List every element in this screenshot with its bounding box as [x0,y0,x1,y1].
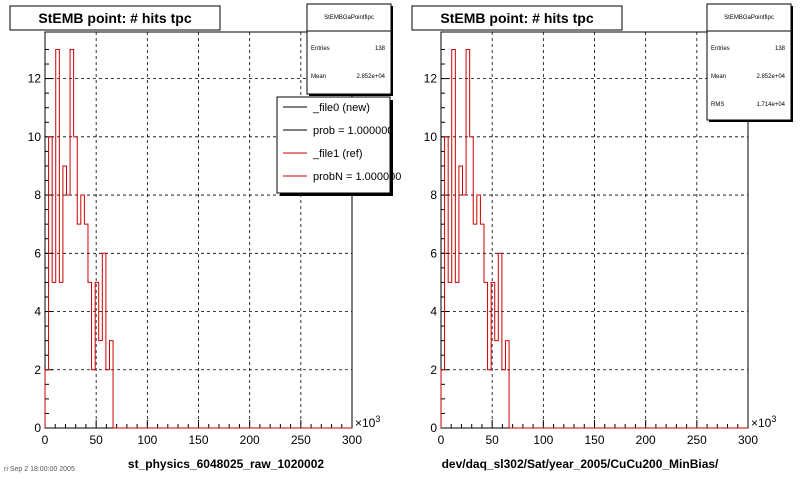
x-tick-label: 0 [42,433,49,447]
stats-label: RMS [711,102,724,108]
x-axis-label: st_physics_6048025_raw_1020002 [128,457,324,471]
stats-box [706,3,792,121]
x-tick-label: 250 [291,433,311,447]
y-tick-label: 2 [430,363,437,377]
x-tick-label: 250 [687,433,707,447]
stats-title: StEMBGaPoinIfipc [724,15,774,21]
stats-value: 138 [375,46,386,52]
y-tick-label: 12 [424,72,438,86]
stats-value: 2.852e+04 [756,74,785,80]
legend-box [276,96,391,194]
y-tick-label: 6 [430,246,437,260]
plot-panel-2: 0 50 100 150 200 250 300 0 2 4 6 8 10 12 ×103 dev/daq_s… [411,3,793,471]
stats-label: Entries [311,46,330,52]
stats-label: Entries [711,46,730,52]
plot-title: StEMB point: # hits tpc [440,10,593,26]
stats-label: Mean [711,74,726,80]
x-tick-label: 150 [584,433,604,447]
plot-panel-1: 0 50 100 150 200 250 300 0 2 4 6 8 10 12 ×103 st_physic… [9,3,393,471]
histogram-series-ref [440,48,748,429]
stats-title: StEMBGaPoinIfipc [324,15,374,21]
title-box [411,5,623,31]
stats-value: 138 [775,46,786,52]
legend-label: _file0 (new) [312,102,370,114]
y-tick-label: 4 [430,305,437,319]
y-tick-label: 10 [28,130,42,144]
x-tick-label: 200 [636,433,656,447]
stats-value: 2.852e+04 [356,74,385,80]
x-tick-label: 50 [485,433,499,447]
y-tick-label: 8 [430,188,437,202]
histogram-series-ref [44,48,352,429]
y-tick-label: 4 [34,305,41,319]
x-tick-label: 0 [438,433,445,447]
x-tick-label: 150 [188,433,208,447]
stats-value: 1.714e+04 [756,102,785,108]
x-tick-label: 100 [137,433,157,447]
plot-title: StEMB point: # hits tpc [38,10,191,26]
legend-label: _file1 (ref) [312,148,363,160]
y-tick-label: 12 [28,72,42,86]
y-tick-label: 0 [430,421,437,435]
x-tick-label: 300 [342,433,362,447]
footer-fragment: ri Sep 2 18:00:00 2005 [4,466,75,473]
x-tick-label: 100 [533,433,553,447]
stats-label: Mean [311,74,326,80]
y-tick-label: 6 [34,246,41,260]
y-tick-label: 2 [34,363,41,377]
legend-label: prob = 1.000000 [313,125,393,137]
legend-label: probN = 1.000000 [313,171,401,183]
x-axis-label: dev/daq_sl302/Sat/year_2005/CuCu200_MinB… [442,457,719,471]
y-tick-label: 10 [424,130,438,144]
x-tick-label: 50 [89,433,103,447]
x-tick-label: 200 [240,433,260,447]
x-axis-multiplier: ×103 [355,414,380,430]
y-tick-label: 8 [34,188,41,202]
x-axis-multiplier: ×103 [751,414,776,430]
title-box [9,5,221,31]
legend: _file0 (new) prob = 1.000000 _file1 (ref) p… [276,96,401,196]
x-tick-label: 300 [738,433,758,447]
stats-box [306,3,392,95]
y-tick-label: 0 [34,421,41,435]
